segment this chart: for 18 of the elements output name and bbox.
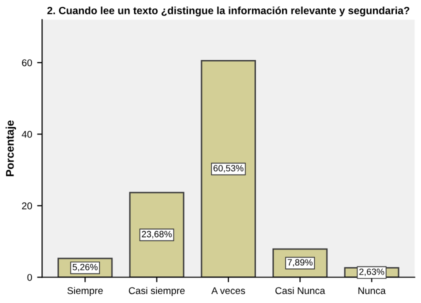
bar — [200, 60, 256, 278]
y-tick-label: 20 — [22, 202, 32, 210]
x-tick-label: Casi siempre — [128, 286, 185, 296]
data-label: 23,68% — [142, 230, 172, 238]
x-tick-label: A veces — [211, 287, 246, 294]
data-label: 2,63% — [359, 268, 384, 276]
x-tick-label: Siempre — [67, 286, 103, 296]
bar — [129, 192, 184, 278]
y-tick-label: 0 — [27, 274, 32, 281]
data-label: 7,89% — [288, 259, 313, 267]
y-tick-label: 60 — [22, 59, 32, 66]
data-label: 60,53% — [214, 165, 244, 172]
x-tick-label: Casi Nunca — [275, 286, 326, 294]
y-tick-label: 40 — [22, 130, 32, 138]
chart-title: 2. Cuando lee un texto ¿distingue la información relevante y segundaria? — [47, 6, 410, 16]
x-tick-label: Nunca — [358, 287, 386, 294]
data-label: 5,26% — [72, 264, 98, 272]
y-axis-title: Porcentaje — [6, 120, 16, 176]
